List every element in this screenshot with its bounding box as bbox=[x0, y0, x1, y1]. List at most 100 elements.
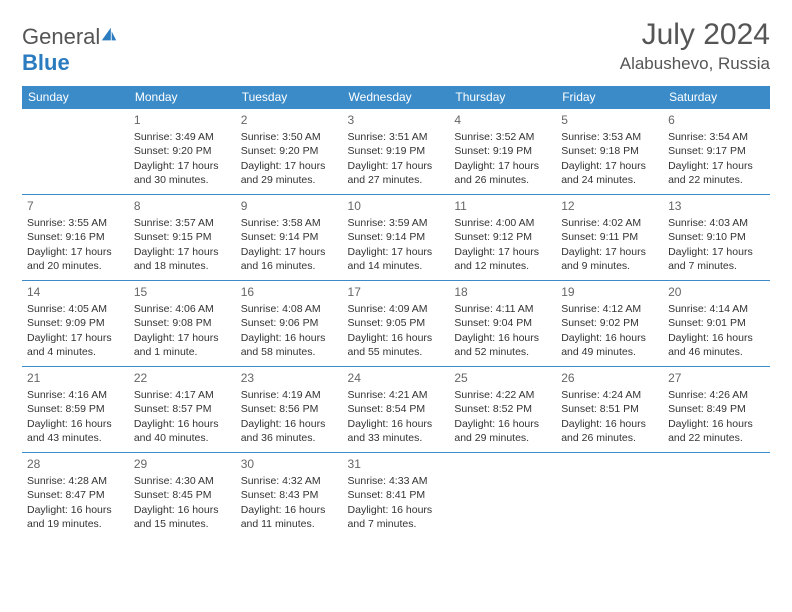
cell-text: Daylight: 16 hours and 43 minutes. bbox=[27, 417, 124, 445]
day-number: 31 bbox=[348, 456, 445, 472]
cell-text: Daylight: 17 hours and 27 minutes. bbox=[348, 159, 445, 187]
cell-text: Sunrise: 4:21 AM bbox=[348, 388, 445, 402]
cell-text: Sunset: 9:11 PM bbox=[561, 230, 658, 244]
day-number: 5 bbox=[561, 112, 658, 128]
cell-text: Daylight: 17 hours and 16 minutes. bbox=[241, 245, 338, 273]
cell-text: Sunrise: 3:50 AM bbox=[241, 130, 338, 144]
day-number: 28 bbox=[27, 456, 124, 472]
calendar-cell: 5Sunrise: 3:53 AMSunset: 9:18 PMDaylight… bbox=[556, 109, 663, 195]
day-number: 14 bbox=[27, 284, 124, 300]
cell-text: Daylight: 16 hours and 46 minutes. bbox=[668, 331, 765, 359]
calendar-cell: 6Sunrise: 3:54 AMSunset: 9:17 PMDaylight… bbox=[663, 109, 770, 195]
calendar-cell: 12Sunrise: 4:02 AMSunset: 9:11 PMDayligh… bbox=[556, 195, 663, 281]
calendar-cell: 13 Sunrise: 4:03 AMSunset: 9:10 PMDayligh… bbox=[663, 195, 770, 281]
logo-text: GeneralBlue bbox=[22, 24, 118, 76]
cell-text: Daylight: 16 hours and 40 minutes. bbox=[134, 417, 231, 445]
cell-text: Sunset: 8:41 PM bbox=[348, 488, 445, 502]
cell-text: Sunrise: 3:54 AM bbox=[668, 130, 765, 144]
cell-text: Sunrise: 4:03 AM bbox=[668, 216, 765, 230]
cell-text: Sunset: 9:09 PM bbox=[27, 316, 124, 330]
calendar-cell: 23Sunrise: 4:19 AMSunset: 8:56 PMDayligh… bbox=[236, 367, 343, 453]
cell-text: Sunrise: 3:51 AM bbox=[348, 130, 445, 144]
cell-text: Sunset: 9:14 PM bbox=[348, 230, 445, 244]
logo-word-blue: Blue bbox=[22, 50, 70, 75]
cell-text: Sunset: 9:10 PM bbox=[668, 230, 765, 244]
day-number: 1 bbox=[134, 112, 231, 128]
calendar-cell: 20Sunrise: 4:14 AMSunset: 9:01 PMDayligh… bbox=[663, 281, 770, 367]
calendar-cell: 3Sunrise: 3:51 AMSunset: 9:19 PMDaylight… bbox=[343, 109, 450, 195]
calendar-cell: 22Sunrise: 4:17 AMSunset: 8:57 PMDayligh… bbox=[129, 367, 236, 453]
cell-text: Sunrise: 4:02 AM bbox=[561, 216, 658, 230]
cell-text: Sunset: 8:43 PM bbox=[241, 488, 338, 502]
day-number: 20 bbox=[668, 284, 765, 300]
cell-text: Daylight: 17 hours and 20 minutes. bbox=[27, 245, 124, 273]
cell-text: Daylight: 16 hours and 58 minutes. bbox=[241, 331, 338, 359]
day-number: 23 bbox=[241, 370, 338, 386]
calendar-cell bbox=[556, 453, 663, 539]
calendar-cell: 1Sunrise: 3:49 AMSunset: 9:20 PMDaylight… bbox=[129, 109, 236, 195]
calendar-row: 21Sunrise: 4:16 AMSunset: 8:59 PMDayligh… bbox=[22, 367, 770, 453]
cell-text: Sunset: 9:12 PM bbox=[454, 230, 551, 244]
cell-text: Sunrise: 3:52 AM bbox=[454, 130, 551, 144]
cell-text: Daylight: 16 hours and 49 minutes. bbox=[561, 331, 658, 359]
calendar-head: SundayMondayTuesdayWednesdayThursdayFrid… bbox=[22, 86, 770, 109]
cell-text: Sunset: 9:20 PM bbox=[241, 144, 338, 158]
cell-text: Daylight: 17 hours and 24 minutes. bbox=[561, 159, 658, 187]
calendar-cell: 17Sunrise: 4:09 AMSunset: 9:05 PMDayligh… bbox=[343, 281, 450, 367]
calendar-row: 1Sunrise: 3:49 AMSunset: 9:20 PMDaylight… bbox=[22, 109, 770, 195]
cell-text: Daylight: 16 hours and 26 minutes. bbox=[561, 417, 658, 445]
cell-text: Sunset: 8:47 PM bbox=[27, 488, 124, 502]
cell-text: Sunrise: 4:11 AM bbox=[454, 302, 551, 316]
cell-text: Daylight: 16 hours and 29 minutes. bbox=[454, 417, 551, 445]
calendar-cell: 4Sunrise: 3:52 AMSunset: 9:19 PMDaylight… bbox=[449, 109, 556, 195]
cell-text: Sunrise: 4:30 AM bbox=[134, 474, 231, 488]
calendar-cell: 26Sunrise: 4:24 AMSunset: 8:51 PMDayligh… bbox=[556, 367, 663, 453]
header: GeneralBlue July 2024 Alabushevo, Russia bbox=[22, 18, 770, 76]
day-number: 11 bbox=[454, 198, 551, 214]
cell-text: Daylight: 16 hours and 19 minutes. bbox=[27, 503, 124, 531]
day-number: 18 bbox=[454, 284, 551, 300]
day-number: 21 bbox=[27, 370, 124, 386]
calendar-cell: 24Sunrise: 4:21 AMSunset: 8:54 PMDayligh… bbox=[343, 367, 450, 453]
cell-text: Sunset: 9:06 PM bbox=[241, 316, 338, 330]
calendar-row: 28Sunrise: 4:28 AMSunset: 8:47 PMDayligh… bbox=[22, 453, 770, 539]
calendar-cell: 16Sunrise: 4:08 AMSunset: 9:06 PMDayligh… bbox=[236, 281, 343, 367]
calendar-cell: 2 Sunrise: 3:50 AMSunset: 9:20 PMDaylight… bbox=[236, 109, 343, 195]
month-title: July 2024 bbox=[620, 18, 770, 52]
cell-text: Sunset: 9:19 PM bbox=[454, 144, 551, 158]
day-number: 30 bbox=[241, 456, 338, 472]
cell-text: Sunrise: 3:53 AM bbox=[561, 130, 658, 144]
cell-text: Sunset: 9:17 PM bbox=[668, 144, 765, 158]
day-number: 26 bbox=[561, 370, 658, 386]
day-number: 25 bbox=[454, 370, 551, 386]
cell-text: Sunset: 9:08 PM bbox=[134, 316, 231, 330]
day-number: 13 bbox=[668, 198, 765, 214]
calendar-table: SundayMondayTuesdayWednesdayThursdayFrid… bbox=[22, 86, 770, 539]
day-number: 17 bbox=[348, 284, 445, 300]
day-number: 29 bbox=[134, 456, 231, 472]
title-block: July 2024 Alabushevo, Russia bbox=[620, 18, 770, 74]
cell-text: Sunset: 9:15 PM bbox=[134, 230, 231, 244]
cell-text: Daylight: 17 hours and 22 minutes. bbox=[668, 159, 765, 187]
cell-text: Daylight: 16 hours and 55 minutes. bbox=[348, 331, 445, 359]
logo-word-general: General bbox=[22, 24, 100, 49]
cell-text: Daylight: 16 hours and 15 minutes. bbox=[134, 503, 231, 531]
day-number: 8 bbox=[134, 198, 231, 214]
day-header: Thursday bbox=[449, 86, 556, 109]
cell-text: Daylight: 17 hours and 7 minutes. bbox=[668, 245, 765, 273]
cell-text: Daylight: 16 hours and 33 minutes. bbox=[348, 417, 445, 445]
day-number: 2 bbox=[241, 112, 338, 128]
cell-text: Sunrise: 4:26 AM bbox=[668, 388, 765, 402]
cell-text: Sunrise: 4:06 AM bbox=[134, 302, 231, 316]
calendar-cell: 21Sunrise: 4:16 AMSunset: 8:59 PMDayligh… bbox=[22, 367, 129, 453]
cell-text: Daylight: 17 hours and 29 minutes. bbox=[241, 159, 338, 187]
cell-text: Daylight: 17 hours and 1 minute. bbox=[134, 331, 231, 359]
cell-text: Sunrise: 3:49 AM bbox=[134, 130, 231, 144]
calendar-cell: 19Sunrise: 4:12 AMSunset: 9:02 PMDayligh… bbox=[556, 281, 663, 367]
day-number: 19 bbox=[561, 284, 658, 300]
cell-text: Daylight: 17 hours and 26 minutes. bbox=[454, 159, 551, 187]
location-label: Alabushevo, Russia bbox=[620, 54, 770, 74]
calendar-cell bbox=[663, 453, 770, 539]
cell-text: Daylight: 17 hours and 30 minutes. bbox=[134, 159, 231, 187]
cell-text: Sunrise: 4:24 AM bbox=[561, 388, 658, 402]
